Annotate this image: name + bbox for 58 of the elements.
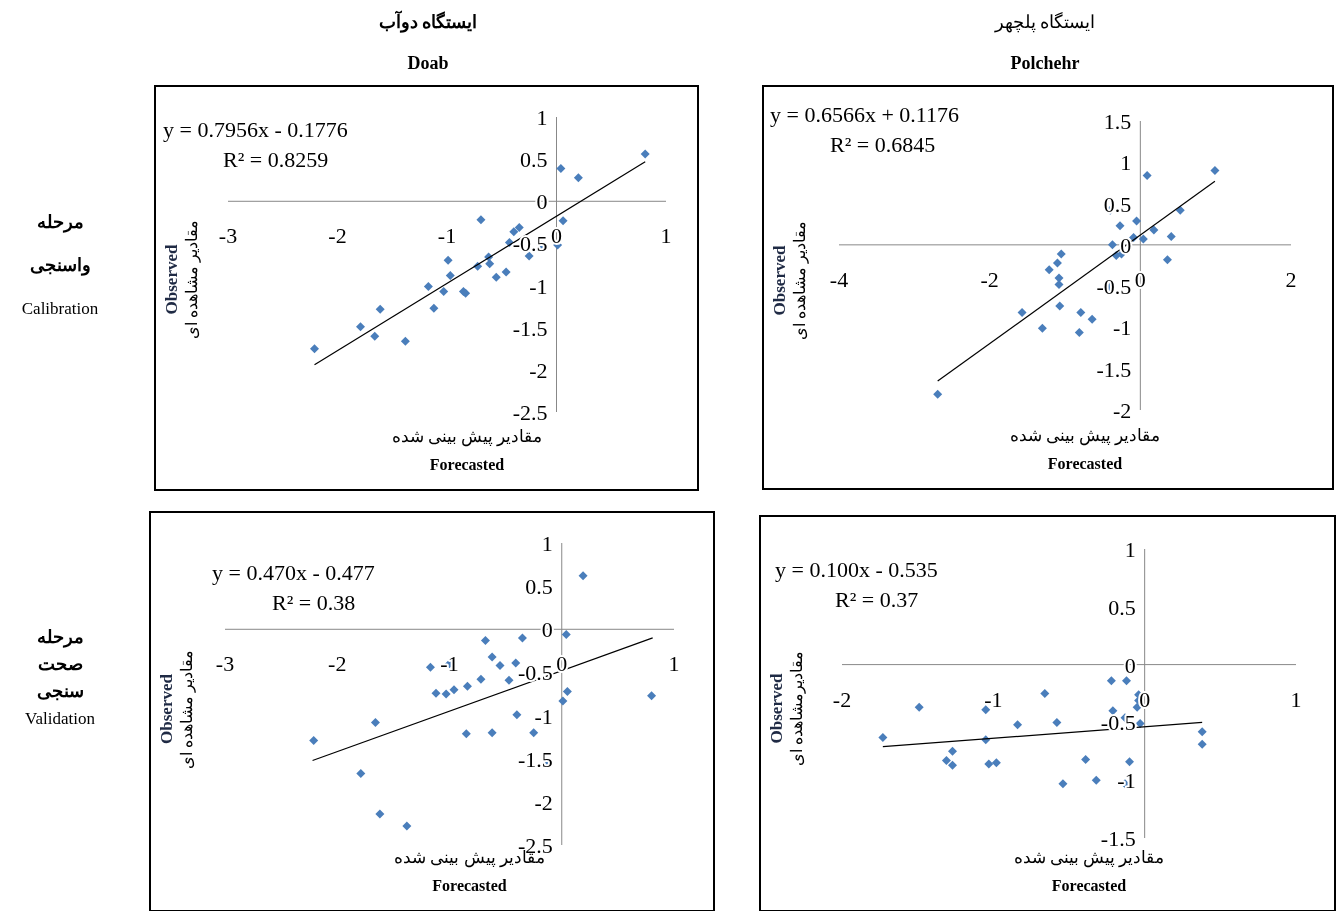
y-tick-label: 1 bbox=[1120, 150, 1132, 176]
annotation: R² = 0.6845 bbox=[830, 132, 936, 157]
x-tick-label: 2 bbox=[1285, 266, 1297, 292]
x-tick-label: -3 bbox=[215, 651, 235, 677]
text: صحت bbox=[37, 654, 83, 674]
y-tick-label: -2.5 bbox=[512, 400, 548, 425]
y-tick-label: 0.5 bbox=[1103, 191, 1132, 217]
chart-title: ایستگاه پلچهر bbox=[993, 11, 1096, 33]
y-tick-label: -1.5 bbox=[1100, 826, 1136, 851]
y-tick-label: 0.5 bbox=[1108, 594, 1136, 620]
y-tick-label: -1.5 bbox=[1096, 356, 1132, 382]
x-tick-label: -1 bbox=[437, 223, 457, 249]
x-tick-label: -2 bbox=[328, 651, 347, 677]
annotation: y = 0.470x - 0.477 bbox=[212, 560, 375, 585]
y-tick-label: 0.5 bbox=[520, 147, 548, 173]
x-tick-label: -2 bbox=[832, 686, 852, 712]
x-tick-label: -2 bbox=[328, 223, 347, 249]
y-tick-label: 0 bbox=[541, 617, 553, 643]
x-tick-label: 1 bbox=[1290, 686, 1302, 712]
y-tick-label: 1 bbox=[541, 531, 553, 556]
chart-subtitle: Doab bbox=[407, 53, 449, 73]
chart-title: ایستگاه دوآب bbox=[378, 10, 478, 33]
y-tick-label: 0.5 bbox=[525, 574, 553, 600]
annotation: y = 0.100x - 0.535 bbox=[775, 557, 938, 582]
y-tick-label: -0.5 bbox=[517, 660, 553, 686]
text: مرحله bbox=[36, 627, 84, 648]
annotation: R² = 0.37 bbox=[835, 587, 919, 612]
x-tick-label: -4 bbox=[829, 266, 849, 292]
y-tick-label: 0 bbox=[536, 189, 548, 215]
y-tick-label: -1.5 bbox=[512, 315, 548, 341]
x-tick-label: -2 bbox=[980, 266, 999, 292]
text: Calibration bbox=[21, 299, 99, 318]
y-tick-label: -2 bbox=[534, 789, 553, 815]
x-tick-label: -3 bbox=[218, 223, 238, 249]
y-tick-label: -1 bbox=[1113, 315, 1132, 341]
annotation: R² = 0.38 bbox=[272, 590, 356, 615]
y-tick-label: 1 bbox=[1124, 537, 1136, 562]
text: واسنجی bbox=[29, 255, 91, 276]
y-tick-label: 1.5 bbox=[1103, 109, 1132, 134]
text: Validation bbox=[25, 709, 96, 728]
text: مرحله bbox=[36, 212, 84, 233]
x-tick-label: 1 bbox=[668, 651, 680, 677]
annotation: y = 0.7956x - 0.1776 bbox=[163, 117, 348, 142]
y-tick-label: -2 bbox=[1113, 398, 1132, 423]
y-tick-label: 1 bbox=[536, 105, 548, 130]
y-tick-label: -0.5 bbox=[1100, 710, 1136, 736]
x-tick-label: 1 bbox=[660, 223, 672, 249]
y-tick-label: -1 bbox=[534, 703, 553, 729]
y-tick-label: -1 bbox=[1117, 768, 1136, 794]
annotation: R² = 0.8259 bbox=[223, 147, 329, 172]
text: سنجی bbox=[36, 681, 84, 701]
x-tick-label: -1 bbox=[984, 686, 1003, 712]
y-tick-label: -1.5 bbox=[517, 746, 553, 772]
chart-subtitle: Polchehr bbox=[1010, 53, 1080, 73]
x-tick-label: -1 bbox=[440, 651, 459, 677]
y-tick-label: -2 bbox=[529, 357, 548, 383]
annotation: y = 0.6566x + 0.1176 bbox=[770, 102, 959, 127]
y-tick-label: -0.5 bbox=[1096, 274, 1132, 300]
